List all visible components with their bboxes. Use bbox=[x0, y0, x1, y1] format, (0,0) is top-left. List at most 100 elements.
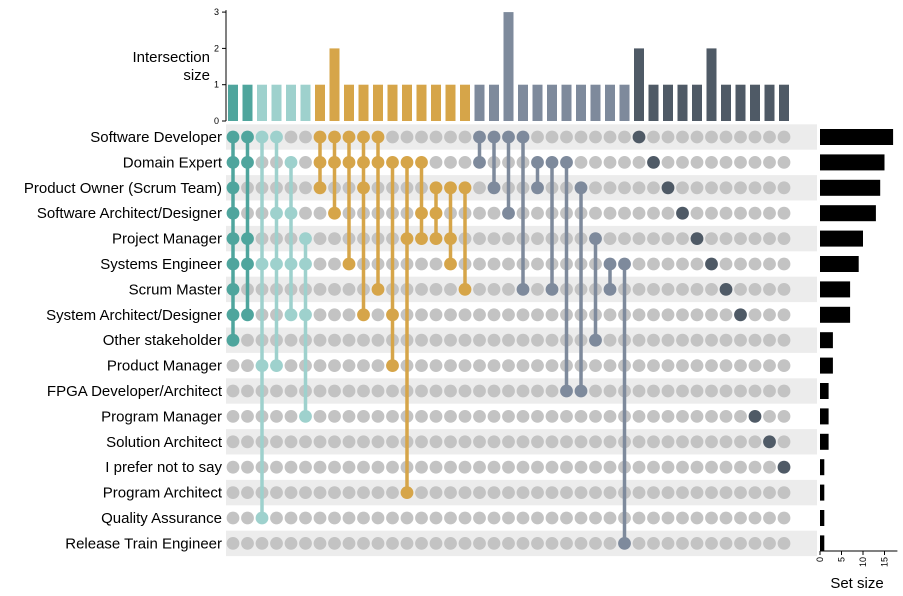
matrix-dot-inactive bbox=[255, 537, 269, 550]
matrix-dot-inactive bbox=[618, 181, 631, 195]
matrix-dot-inactive bbox=[705, 537, 718, 550]
matrix-dot-inactive bbox=[705, 384, 718, 398]
matrix-dot-inactive bbox=[371, 410, 385, 423]
matrix-dot-inactive bbox=[241, 410, 254, 423]
matrix-dot-active bbox=[241, 308, 254, 322]
matrix-dot-inactive bbox=[487, 333, 501, 347]
matrix-dot-inactive bbox=[603, 308, 617, 322]
intersection-bar bbox=[576, 84, 586, 121]
matrix-dot-inactive bbox=[473, 283, 486, 296]
matrix-dot-inactive bbox=[415, 333, 428, 347]
matrix-dot-active bbox=[270, 359, 283, 372]
matrix-dot-inactive bbox=[603, 359, 617, 372]
matrix-dot-inactive bbox=[748, 435, 762, 449]
matrix-dot-inactive bbox=[473, 537, 486, 550]
matrix-dot-inactive bbox=[748, 257, 762, 271]
matrix-dot-inactive bbox=[313, 537, 327, 550]
matrix-dot-inactive bbox=[299, 460, 312, 474]
matrix-dot-active bbox=[299, 257, 312, 271]
matrix-dot-active bbox=[270, 130, 283, 144]
matrix-dot-inactive bbox=[676, 537, 689, 550]
matrix-dot-active bbox=[299, 232, 312, 246]
matrix-dot-active bbox=[226, 333, 240, 347]
set-label: Solution Architect bbox=[106, 434, 223, 451]
matrix-dot-inactive bbox=[458, 384, 472, 398]
matrix-dot-inactive bbox=[632, 511, 646, 525]
matrix-dot-active bbox=[618, 257, 631, 271]
matrix-dot-active bbox=[690, 232, 704, 246]
matrix-dot-inactive bbox=[705, 206, 718, 220]
intersection-bar bbox=[518, 84, 528, 121]
intersection-bars bbox=[228, 12, 789, 122]
matrix-dot-active bbox=[270, 257, 283, 271]
matrix-dot-active bbox=[429, 232, 443, 246]
matrix-dot-inactive bbox=[371, 359, 385, 372]
matrix-dot-inactive bbox=[763, 181, 776, 195]
matrix-dot-inactive bbox=[487, 486, 501, 499]
matrix-dot-inactive bbox=[719, 359, 733, 372]
matrix-dot-inactive bbox=[690, 460, 704, 474]
set-label: Software Architect/Designer bbox=[37, 205, 222, 222]
matrix-dot-inactive bbox=[647, 460, 660, 474]
matrix-dot-inactive bbox=[661, 257, 675, 271]
matrix-dot-inactive bbox=[458, 359, 472, 372]
matrix-dot-inactive bbox=[647, 486, 660, 499]
matrix-dot-inactive bbox=[284, 333, 298, 347]
matrix-dot-inactive bbox=[415, 130, 428, 144]
matrix-dot-active bbox=[415, 156, 428, 169]
matrix-dot-inactive bbox=[487, 283, 501, 296]
intersection-bar bbox=[402, 84, 412, 121]
matrix-dot-inactive bbox=[328, 384, 341, 398]
matrix-dot-inactive bbox=[386, 410, 399, 423]
matrix-dot-inactive bbox=[473, 333, 486, 347]
matrix-dot-inactive bbox=[632, 410, 646, 423]
matrix-dot-inactive bbox=[531, 283, 544, 296]
matrix-dot-inactive bbox=[661, 283, 675, 296]
intersection-bar bbox=[300, 84, 311, 121]
matrix-dot-inactive bbox=[661, 359, 675, 372]
matrix-dot-inactive bbox=[502, 460, 515, 474]
set-label: Program Architect bbox=[103, 485, 223, 502]
matrix-dot-inactive bbox=[415, 537, 428, 550]
matrix-dot-inactive bbox=[299, 486, 312, 499]
matrix-dot-inactive bbox=[313, 486, 327, 499]
matrix-dot-inactive bbox=[676, 435, 689, 449]
matrix-dot-inactive bbox=[676, 460, 689, 474]
matrix-dot-inactive bbox=[328, 283, 341, 296]
intersection-bar bbox=[387, 84, 398, 121]
matrix-dot-inactive bbox=[734, 359, 747, 372]
matrix-dot-inactive bbox=[226, 435, 240, 449]
matrix-dot-inactive bbox=[415, 460, 428, 474]
matrix-dot-inactive bbox=[386, 460, 399, 474]
matrix-dot-inactive bbox=[777, 537, 791, 550]
matrix-dot-inactive bbox=[429, 486, 443, 499]
matrix-dot-inactive bbox=[603, 181, 617, 195]
matrix-dot-inactive bbox=[444, 333, 457, 347]
matrix-dot-inactive bbox=[777, 283, 791, 296]
set-size-bar bbox=[820, 459, 825, 476]
matrix-dot-inactive bbox=[690, 181, 704, 195]
matrix-dot-inactive bbox=[777, 181, 791, 195]
matrix-dot-inactive bbox=[734, 257, 747, 271]
matrix-dot-active bbox=[502, 206, 515, 220]
matrix-dot-inactive bbox=[516, 308, 530, 322]
matrix-dot-inactive bbox=[574, 486, 588, 499]
matrix-dot-active bbox=[603, 257, 617, 271]
matrix-dot-inactive bbox=[328, 410, 341, 423]
matrix-dot-inactive bbox=[545, 435, 559, 449]
matrix-dot-inactive bbox=[516, 384, 530, 398]
matrix-dot-active bbox=[357, 156, 370, 169]
matrix-dot-inactive bbox=[647, 130, 660, 144]
matrix-dot-active bbox=[328, 206, 341, 220]
matrix-dot-inactive bbox=[719, 410, 733, 423]
matrix-dot-inactive bbox=[690, 308, 704, 322]
matrix-dot-active bbox=[444, 181, 457, 195]
matrix-dot-inactive bbox=[705, 435, 718, 449]
matrix-dot-inactive bbox=[603, 511, 617, 525]
matrix-dot-inactive bbox=[357, 435, 370, 449]
matrix-dot-inactive bbox=[618, 206, 631, 220]
matrix-dot-inactive bbox=[719, 511, 733, 525]
matrix-dot-inactive bbox=[632, 156, 646, 169]
matrix-dot-inactive bbox=[502, 232, 515, 246]
matrix-dot-inactive bbox=[603, 156, 617, 169]
